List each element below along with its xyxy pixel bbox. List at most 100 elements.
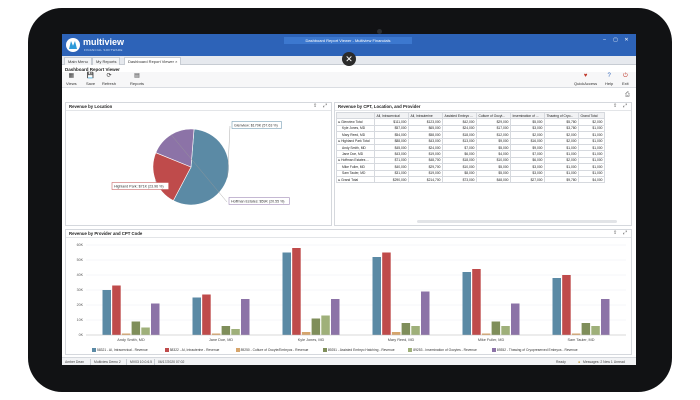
bar[interactable] (102, 290, 112, 335)
bar[interactable] (321, 315, 330, 336)
bar[interactable] (391, 332, 401, 335)
export-icon[interactable]: ⇪ (613, 103, 618, 109)
legend-item[interactable]: 89253 - Insemination of Oocytes - Revenu… (408, 348, 477, 353)
export-icon[interactable]: ⇪ (313, 103, 318, 109)
pie-leader-line (170, 134, 228, 203)
bar[interactable] (202, 294, 211, 336)
bar[interactable] (591, 326, 600, 335)
legend-label: 89250 - Culture of Oocyte/Embryos - Reve… (240, 348, 309, 352)
close-overlay-button[interactable]: ✕ (342, 52, 356, 66)
bar[interactable] (231, 329, 240, 335)
horizontal-scrollbar[interactable] (417, 220, 617, 223)
legend-item[interactable]: 89251 - Assisted Embryo Hatching - Reven… (322, 348, 395, 353)
table-row[interactable]: Kyle Jones, MD $57,000 $65,000 $24,000 $17,0… (336, 124, 605, 133)
provider-panel: Revenue by Provider and CPT Code ⇪ ⤢ 0K 1… (65, 229, 632, 355)
bar[interactable] (331, 299, 340, 335)
save-label: Save (86, 81, 96, 86)
status-messages[interactable]: Messages: 2 New 1 Unread (583, 360, 625, 364)
bar[interactable] (552, 278, 562, 335)
bar[interactable] (221, 326, 231, 335)
tab-main-menu[interactable]: Main Menu (64, 57, 92, 65)
bar[interactable] (311, 318, 321, 336)
legend-item[interactable]: 58322 - AI, Intrauterine - Revenue (164, 348, 219, 353)
bar[interactable] (382, 252, 391, 336)
quickaccess-label: QuickAccess (574, 81, 598, 86)
legend-swatch (92, 348, 96, 353)
exit-icon: ⏻ (622, 73, 628, 79)
bar[interactable] (121, 333, 131, 336)
camera-dot (377, 29, 382, 34)
bar[interactable] (462, 272, 472, 335)
status-divider (154, 359, 155, 365)
table-row[interactable]: Sam Tauler, MD $31,000 $19,000 $8,000 $5,000… (336, 169, 605, 177)
bar[interactable] (581, 323, 591, 335)
legend-swatch (491, 348, 496, 353)
pie-slice[interactable] (155, 128, 195, 168)
window-close-button[interactable]: ✕ (624, 37, 629, 43)
app-logo: multiview FINANCIAL SOFTWARE (66, 37, 132, 53)
bar[interactable] (211, 333, 221, 336)
bar[interactable] (562, 275, 571, 335)
tab-my-reports[interactable]: My Reports (92, 57, 121, 65)
legend-swatch (235, 348, 240, 353)
reports-label: Reports (130, 81, 145, 86)
bar[interactable] (491, 321, 501, 336)
expand-icon[interactable]: ⤢ (323, 103, 328, 109)
table-header-row: All, Intracervical All, Intrauterine Assis… (336, 111, 605, 120)
bar[interactable] (501, 326, 510, 335)
table-row[interactable]: Mary Reed, MD $54,000 $58,000 $18,000 $12,00… (336, 131, 605, 139)
bar[interactable] (511, 303, 520, 336)
bar[interactable] (421, 291, 430, 336)
bar[interactable] (372, 257, 382, 335)
bar[interactable] (401, 323, 411, 335)
status-version: MV03 10.0.6.5 (130, 360, 153, 364)
save-icon: 💾 (86, 73, 95, 79)
tab-close-icon[interactable]: × (175, 59, 178, 64)
legend-label: 58321 - AI, Intracervical - Revenue (97, 348, 148, 352)
save-button[interactable]: 💾 Save (86, 73, 95, 86)
legend-label: 89253 - Insemination of Oocytes - Revenu… (413, 348, 477, 352)
table-row[interactable]: ▸ Glenview Total $111,000 $123,000 $42,000 $… (336, 118, 605, 126)
bar[interactable] (241, 299, 250, 335)
table-row[interactable]: ▸ Grand Total $290,000 $214,700 $73,000 $48,… (336, 175, 605, 184)
help-icon: ? (607, 73, 611, 79)
bar[interactable] (282, 252, 292, 336)
views-button[interactable]: ▦ Views (66, 73, 77, 86)
export-icon[interactable]: ⇪ (613, 230, 618, 236)
quickaccess-button[interactable]: ♥ QuickAccess (574, 73, 597, 86)
help-button[interactable]: ? Help (605, 73, 613, 86)
legend-item[interactable]: 89352 - Thawing of Cryopreserved Embryos… (491, 348, 578, 353)
bar[interactable] (481, 333, 491, 336)
refresh-button[interactable]: ⟳ Refresh (102, 73, 116, 86)
logo-mark-icon (66, 38, 80, 52)
bar[interactable] (301, 332, 311, 335)
maximize-button[interactable]: ▢ (613, 37, 618, 43)
tab-dashboard-report-viewer[interactable]: Dashboard Report Viewer × (124, 57, 182, 65)
bar[interactable] (112, 285, 121, 336)
reports-icon: ▤ (134, 73, 140, 79)
bar[interactable] (131, 321, 141, 336)
help-label: Help (605, 81, 614, 86)
provider-panel-header: Revenue by Provider and CPT Code ⇪ ⤢ (66, 230, 631, 238)
status-divider (126, 359, 127, 365)
pie-chart: Glenview: $170K (57.63 %) Highland Park: … (111, 121, 290, 206)
messages-icon[interactable]: ● (578, 360, 581, 364)
exit-button[interactable]: ⏻ Exit (622, 73, 629, 86)
expand-icon[interactable]: ⤢ (623, 230, 628, 236)
bar[interactable] (292, 248, 301, 335)
bar[interactable] (571, 333, 581, 336)
bar[interactable] (601, 299, 610, 335)
bar[interactable] (192, 297, 202, 336)
legend-item[interactable]: 89250 - Culture of Oocyte/Embryos - Reve… (235, 348, 309, 353)
bar[interactable] (151, 303, 160, 336)
bar[interactable] (411, 326, 420, 335)
column-header[interactable]: Grand Total (578, 111, 605, 120)
bar[interactable] (472, 269, 481, 335)
legend-item[interactable]: 58321 - AI, Intracervical - Revenue (92, 348, 148, 353)
minimize-button[interactable]: – (603, 37, 606, 43)
print-icon[interactable]: ⎙ (625, 92, 630, 98)
x-tick-label: Kyle Jones, MD (298, 338, 325, 342)
expand-icon[interactable]: ⤢ (623, 103, 628, 109)
reports-button[interactable]: ▤ Reports (130, 73, 144, 86)
bar[interactable] (141, 327, 150, 336)
